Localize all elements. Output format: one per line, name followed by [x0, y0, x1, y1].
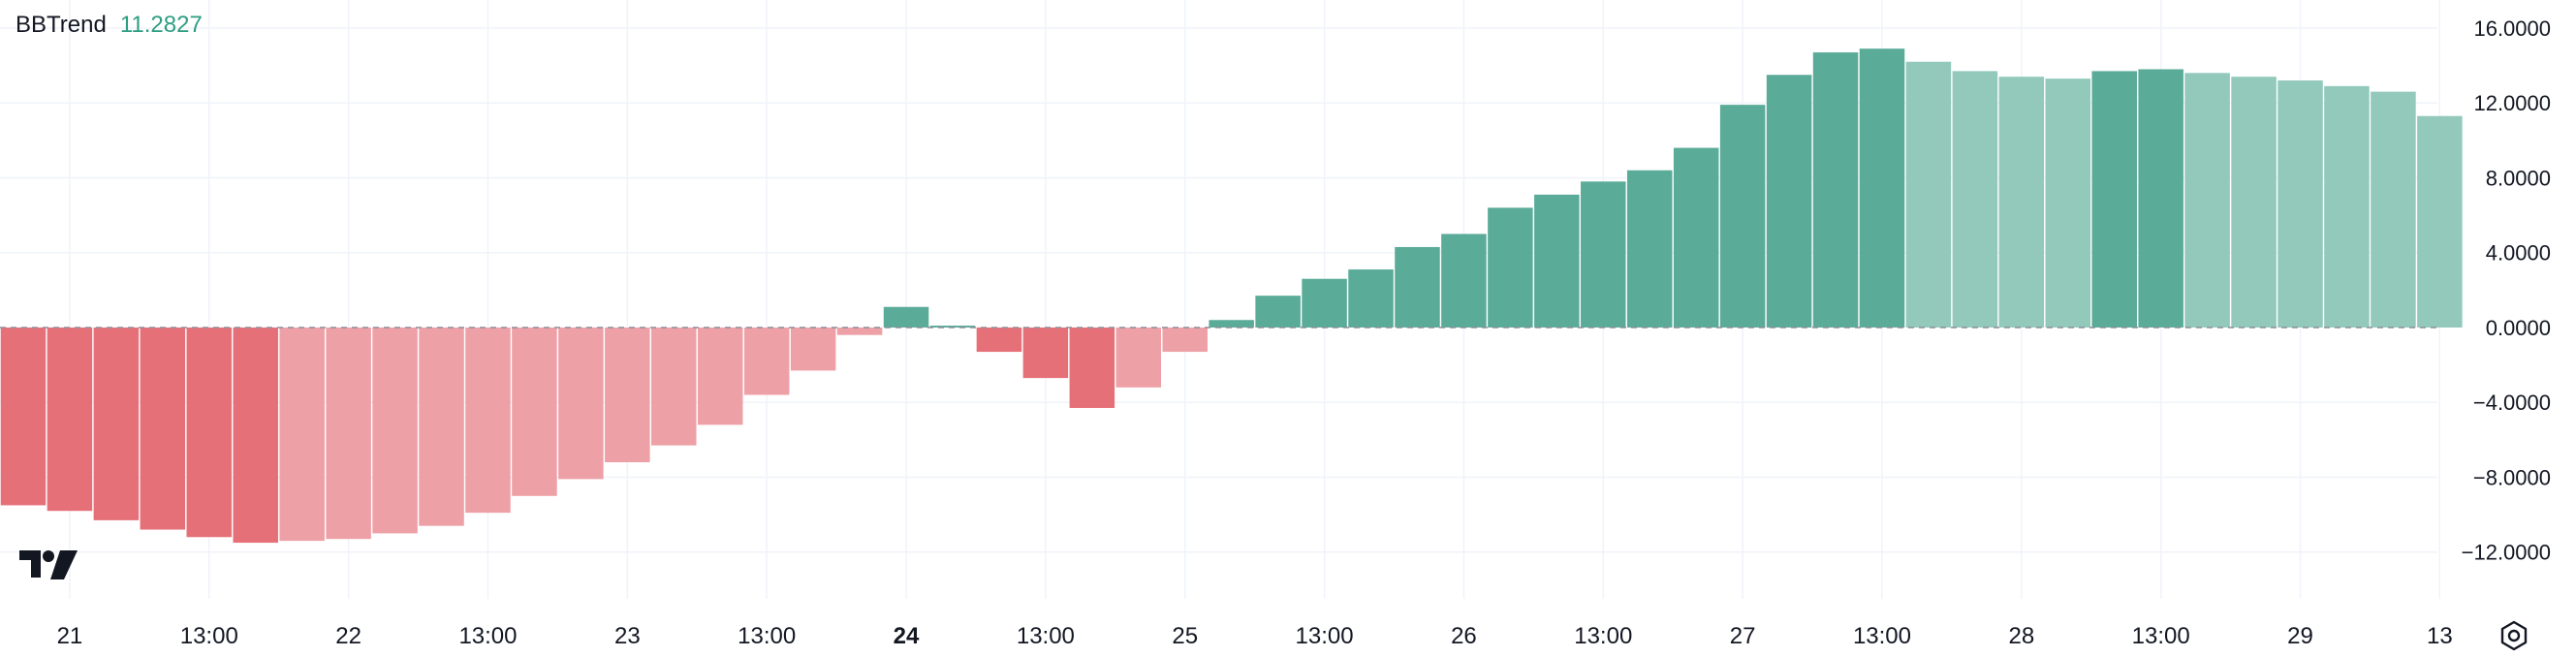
histogram-bar: [1395, 246, 1440, 328]
x-tick-label: 29: [2287, 623, 2313, 649]
histogram-bar: [1766, 75, 1812, 328]
histogram-bar: [0, 327, 47, 506]
x-tick-label: 13:00: [738, 623, 796, 649]
histogram-bar: [1534, 194, 1580, 328]
y-tick-label: −8.0000: [2473, 465, 2551, 489]
x-tick-label: 13:00: [180, 623, 238, 649]
x-tick-label: 21: [57, 623, 83, 649]
settings-icon[interactable]: [2497, 618, 2531, 653]
histogram-bar: [1952, 71, 1998, 328]
x-tick-label: 25: [1172, 623, 1198, 649]
x-tick-label: 13:00: [1574, 623, 1632, 649]
histogram-bar: [512, 327, 557, 496]
tradingview-logo-icon: [19, 550, 78, 579]
histogram-bar: [558, 327, 604, 480]
histogram-bar: [2417, 115, 2463, 328]
histogram-bar: [651, 327, 697, 446]
histogram-bar: [743, 327, 790, 395]
histogram-bar: [1348, 269, 1394, 328]
histogram-bar: [883, 306, 929, 328]
histogram-bar: [419, 327, 464, 526]
histogram-bar: [2278, 80, 2323, 328]
x-tick-label: 27: [1730, 623, 1756, 649]
indicator-name: BBTrend: [16, 12, 107, 38]
x-tick-label: 13:00: [1853, 623, 1911, 649]
histogram-bar: [1488, 207, 1533, 328]
y-axis: 16.0000 12.0000 8.0000 4.0000 0.0000 −4.0000 −…: [2462, 16, 2551, 565]
histogram-bar: [929, 326, 976, 328]
histogram-bar: [790, 327, 836, 371]
histogram-bar: [1255, 296, 1301, 328]
histogram-bar: [1626, 170, 1673, 328]
histogram-bar: [1859, 48, 1905, 328]
histogram-bar: [140, 327, 186, 530]
histogram-bar: [2138, 69, 2183, 328]
y-tick-label: 8.0000: [2486, 166, 2551, 190]
histogram-bar: [697, 327, 743, 425]
indicator-legend: BBTrend 11.2827: [16, 12, 203, 39]
histogram-bar: [372, 327, 418, 534]
histogram-bar: [233, 327, 278, 544]
x-tick-label: 13: [2427, 623, 2453, 649]
x-axis: 21 13:00 22 13:00 23 13:00 24 13:00 25 13:00 26 13:…: [57, 623, 2453, 649]
x-tick-label: 13:00: [1296, 623, 1354, 649]
histogram-bar: [1162, 327, 1208, 353]
histogram-bar: [2184, 73, 2230, 328]
histogram-bar: [1905, 61, 1952, 328]
histogram-bar: [1581, 181, 1626, 328]
histogram-bar: [465, 327, 511, 514]
y-tick-label: 12.0000: [2473, 91, 2551, 115]
histogram-bar: [186, 327, 233, 538]
histogram-bar: [326, 327, 371, 540]
histogram-bar: [605, 327, 650, 463]
histogram-bar: [1719, 105, 1766, 328]
histogram-bar: [1441, 234, 1487, 328]
x-tick-label: 13:00: [458, 623, 517, 649]
y-tick-label: 4.0000: [2486, 241, 2551, 266]
y-tick-label: −4.0000: [2473, 391, 2551, 415]
x-tick-label: 23: [614, 623, 641, 649]
y-tick-label: 16.0000: [2473, 16, 2551, 41]
x-tick-label: 13:00: [2132, 623, 2190, 649]
x-tick-label: 26: [1451, 623, 1477, 649]
histogram-bar: [2091, 71, 2137, 328]
histogram-bars: [0, 48, 2463, 544]
histogram-bar: [93, 327, 140, 520]
histogram-bar: [2324, 85, 2370, 328]
histogram-bar: [1812, 52, 1859, 328]
histogram-bar: [2371, 91, 2416, 328]
histogram-bar: [836, 327, 883, 335]
histogram-bar: [279, 327, 325, 542]
y-tick-label: 0.0000: [2486, 316, 2551, 340]
histogram-bar: [1209, 320, 1254, 328]
histogram-bar: [1998, 77, 2045, 328]
histogram-bar: [1673, 147, 1719, 328]
x-tick-label: 28: [2008, 623, 2034, 649]
x-tick-label: 13:00: [1017, 623, 1075, 649]
histogram-bar: [1069, 327, 1115, 409]
histogram-bar: [1115, 327, 1162, 388]
histogram-bar: [976, 327, 1022, 353]
histogram-bar: [1302, 278, 1347, 328]
histogram-bar: [2231, 77, 2277, 328]
indicator-value: 11.2827: [119, 12, 203, 38]
histogram-bar: [2045, 78, 2091, 328]
x-tick-label: 22: [335, 623, 361, 649]
histogram-bar: [1022, 327, 1069, 379]
histogram-bar: [47, 327, 93, 512]
y-tick-label: −12.0000: [2462, 541, 2551, 565]
x-tick-label: 24: [894, 623, 920, 649]
